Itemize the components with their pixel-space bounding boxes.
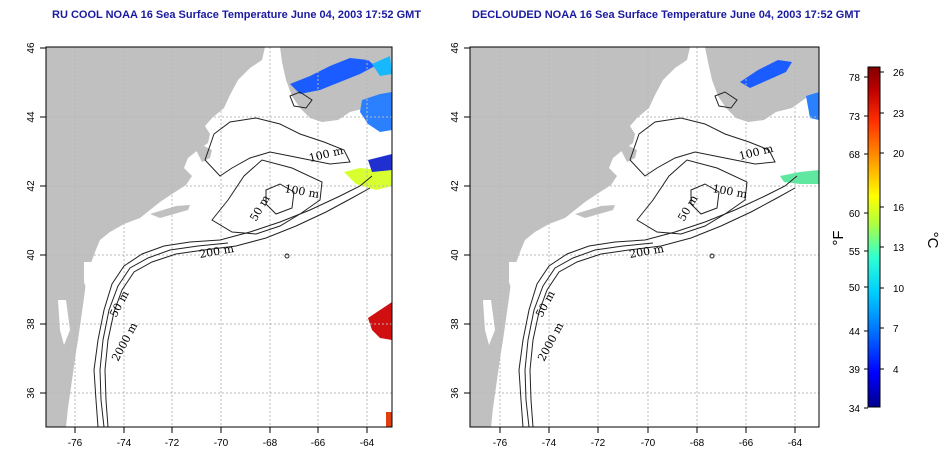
right-map: 100 m 100 m 50 m 200 m 50 m 2000 m -76 -… bbox=[450, 42, 820, 449]
sst-patch-navy bbox=[368, 154, 392, 172]
right-contours bbox=[518, 91, 798, 427]
left-lat-tick: 44 bbox=[26, 111, 37, 123]
sst-patch-blue-east bbox=[806, 92, 819, 120]
sst-patch-red bbox=[368, 302, 392, 340]
delaware-bay bbox=[84, 262, 96, 300]
left-lon-tick: -72 bbox=[165, 438, 180, 449]
right-lon-tick: -72 bbox=[591, 438, 606, 449]
right-map-frame bbox=[469, 46, 820, 428]
left-lon-tick: -74 bbox=[117, 438, 132, 449]
left-lon-tick: -68 bbox=[263, 438, 278, 449]
left-lon-tick: -66 bbox=[311, 438, 326, 449]
right-lat-tick: 38 bbox=[450, 318, 461, 330]
contour-label-200m: 200 m bbox=[628, 242, 665, 261]
fahrenheit-tick: 78 bbox=[849, 73, 861, 84]
celsius-tick: 7 bbox=[893, 324, 899, 335]
right-map-title: DECLOUDED NOAA 16 Sea Surface Temperatur… bbox=[472, 9, 861, 21]
contour-label-100m-georges: 100 m bbox=[711, 182, 748, 201]
left-map-frame bbox=[45, 46, 393, 428]
celsius-tick: 13 bbox=[893, 243, 905, 254]
right-lon-tick: -74 bbox=[542, 438, 557, 449]
land-mass bbox=[46, 47, 265, 427]
celsius-tick: 10 bbox=[893, 284, 905, 295]
celsius-tick: 20 bbox=[893, 149, 905, 160]
celsius-tick: 23 bbox=[893, 109, 905, 120]
sst-patch-blue-north bbox=[740, 60, 792, 88]
fahrenheit-tick: 68 bbox=[849, 150, 861, 161]
right-lat-tick: 46 bbox=[450, 42, 461, 54]
left-lat-tick: 40 bbox=[26, 249, 37, 261]
left-lat-tick: 38 bbox=[26, 318, 37, 330]
temperature-colorbar: 78 73 68 60 55 50 44 39 34 26 23 20 16 1… bbox=[830, 66, 941, 415]
right-lat-tick: 42 bbox=[450, 180, 461, 192]
sst-patch-cyan bbox=[372, 56, 392, 76]
left-lat-tick: 42 bbox=[26, 180, 37, 192]
left-grid bbox=[46, 47, 392, 427]
right-lon-tick: -76 bbox=[493, 438, 508, 449]
left-contours bbox=[93, 91, 373, 427]
right-lat-tick: 44 bbox=[450, 111, 461, 123]
colorbar-gradient bbox=[867, 66, 881, 408]
chesapeake-bay bbox=[483, 300, 495, 345]
left-lon-tick: -70 bbox=[214, 438, 229, 449]
right-lon-tick: -66 bbox=[739, 438, 754, 449]
right-lat-tick: 36 bbox=[450, 387, 461, 399]
right-lon-tick: -68 bbox=[690, 438, 705, 449]
fahrenheit-tick: 73 bbox=[849, 112, 861, 123]
fahrenheit-tick: 34 bbox=[849, 404, 861, 415]
contour-label-100m-georges: 100 m bbox=[283, 182, 320, 201]
sst-patch-orange bbox=[386, 412, 392, 427]
celsius-tick: 26 bbox=[893, 68, 905, 79]
chesapeake-bay bbox=[58, 300, 70, 345]
fahrenheit-tick: 50 bbox=[849, 283, 861, 294]
celsius-tick: 16 bbox=[893, 203, 905, 214]
celsius-unit-label: °C bbox=[924, 232, 941, 249]
fahrenheit-tick: 60 bbox=[849, 209, 861, 220]
celsius-tick: 4 bbox=[893, 365, 899, 376]
fahrenheit-tick: 39 bbox=[849, 365, 861, 376]
long-island bbox=[575, 205, 615, 218]
left-lat-tick: 36 bbox=[26, 387, 37, 399]
nova-scotia-land bbox=[705, 47, 819, 122]
fahrenheit-unit-label: °F bbox=[830, 230, 847, 245]
long-island bbox=[150, 205, 190, 218]
right-lat-tick: 40 bbox=[450, 249, 461, 261]
seamount-contour bbox=[284, 253, 290, 259]
sst-patch-cyan-yellow bbox=[780, 170, 819, 184]
fahrenheit-tick: 44 bbox=[849, 327, 861, 338]
left-lon-tick: -76 bbox=[68, 438, 83, 449]
right-lon-tick: -70 bbox=[641, 438, 656, 449]
left-lat-tick: 46 bbox=[26, 42, 37, 54]
seamount-contour bbox=[709, 253, 715, 259]
left-map: 100 m 100 m 50 m 200 m 50 m 2000 m -76 -… bbox=[26, 42, 393, 449]
fahrenheit-tick: 55 bbox=[849, 247, 861, 258]
sst-patch-blue-east bbox=[360, 92, 392, 132]
left-map-title: RU COOL NOAA 16 Sea Surface Temperature … bbox=[52, 9, 422, 21]
delaware-bay bbox=[509, 262, 521, 300]
sst-patch-blue-north bbox=[290, 58, 375, 94]
right-grid bbox=[470, 47, 819, 427]
left-lon-tick: -64 bbox=[360, 438, 375, 449]
land-mass bbox=[470, 47, 690, 427]
right-lon-tick: -64 bbox=[788, 438, 803, 449]
contour-label-200m: 200 m bbox=[198, 242, 235, 261]
